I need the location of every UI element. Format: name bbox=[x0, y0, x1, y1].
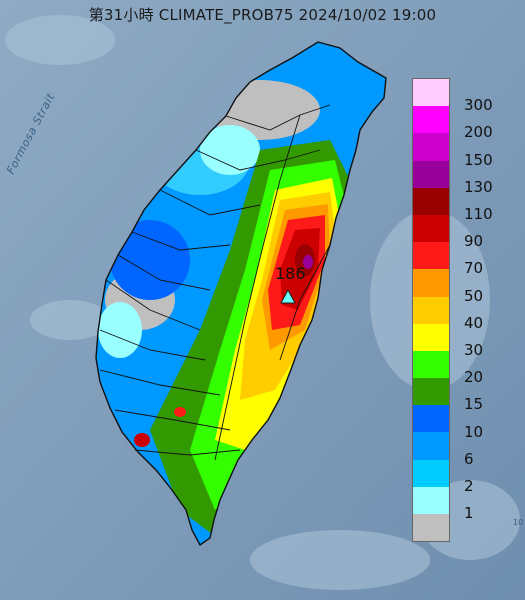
county-boundaries bbox=[95, 41, 387, 547]
legend-label: 90 bbox=[464, 232, 484, 251]
legend-label: 40 bbox=[464, 313, 484, 332]
legend-swatch bbox=[413, 405, 449, 433]
edge-label: 10 bbox=[513, 518, 524, 527]
legend-swatch bbox=[413, 323, 449, 351]
legend-label: 150 bbox=[464, 150, 493, 169]
legend-label: 70 bbox=[464, 259, 484, 278]
legend-swatch bbox=[413, 459, 449, 487]
legend-swatch bbox=[413, 296, 449, 324]
peak-value-label: 186 bbox=[275, 264, 306, 283]
legend-swatch bbox=[413, 79, 449, 107]
legend-label: 20 bbox=[464, 368, 484, 387]
map-title: 第31小時 CLIMATE_PROB75 2024/10/02 19:00 bbox=[88, 6, 437, 24]
legend-label: 1 bbox=[464, 504, 474, 523]
legend-swatch bbox=[413, 160, 449, 188]
legend-label: 10 bbox=[464, 422, 484, 441]
legend-label: 2 bbox=[464, 477, 474, 495]
legend-swatch bbox=[413, 350, 449, 379]
legend-swatch bbox=[413, 106, 449, 134]
legend-label: 50 bbox=[464, 286, 484, 305]
legend-swatch bbox=[413, 133, 449, 161]
legend-swatch bbox=[413, 269, 449, 297]
legend-label: 200 bbox=[464, 123, 493, 142]
legend-swatch bbox=[413, 242, 449, 270]
legend-swatch bbox=[413, 378, 449, 406]
legend-swatch bbox=[413, 486, 449, 514]
legend-label: 6 bbox=[464, 449, 474, 468]
legend-label: 110 bbox=[464, 205, 493, 223]
legend-swatch bbox=[413, 514, 449, 542]
legend-label: 15 bbox=[464, 395, 484, 414]
peak-marker-icon bbox=[280, 288, 296, 304]
legend-label: 130 bbox=[464, 177, 493, 196]
color-legend bbox=[412, 78, 450, 543]
legend-swatch bbox=[413, 214, 449, 243]
legend-swatch bbox=[413, 187, 449, 215]
legend-label: 30 bbox=[464, 341, 484, 359]
legend-label: 300 bbox=[464, 96, 493, 115]
legend-swatch bbox=[413, 432, 449, 460]
